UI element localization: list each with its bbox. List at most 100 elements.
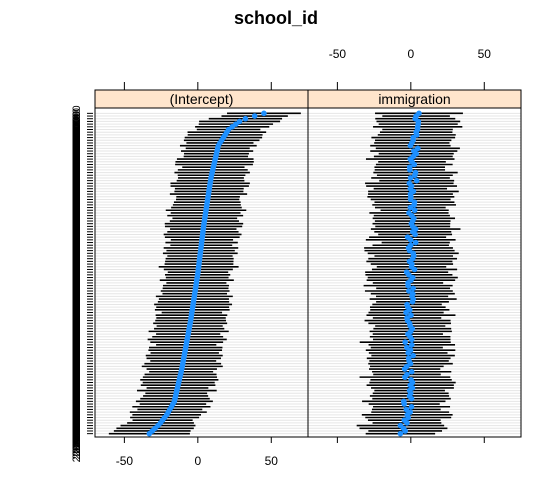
row-label: 200000 — [71, 154, 83, 191]
row-label: 200000 — [71, 412, 83, 449]
row-label: 200000 — [71, 105, 83, 142]
row-label: 200000 — [71, 237, 83, 274]
row-label: 200000 — [71, 323, 83, 360]
row-label: 200000 — [71, 119, 83, 156]
row-label: 200000 — [71, 159, 83, 196]
row-labels: 2000002000002000002000002000002000002000… — [71, 105, 93, 462]
panel-strip-label: (Intercept) — [170, 91, 234, 107]
row-label: 200000 — [71, 167, 83, 204]
estimate-point — [410, 352, 416, 359]
row-label: 200000 — [71, 194, 83, 231]
row-label: 200000 — [71, 113, 83, 150]
estimate-point — [402, 374, 408, 380]
row-label: 200000 — [71, 165, 83, 202]
row-label: 200000 — [71, 156, 83, 193]
row-label: 200000 — [71, 423, 83, 460]
row-label: 200000 — [71, 216, 83, 253]
estimate-point — [402, 339, 409, 345]
row-label: 200000 — [71, 356, 83, 393]
row-label: 200000 — [71, 140, 83, 177]
row-label: 200000 — [71, 170, 83, 207]
estimate-point — [408, 312, 414, 319]
row-label: 200000 — [71, 135, 83, 172]
row-label: 200000 — [71, 270, 83, 307]
row-label: 200000 — [71, 396, 83, 433]
estimate-point — [397, 430, 404, 437]
estimate-point — [406, 288, 412, 294]
row-label: 200000 — [71, 340, 83, 377]
row-label: 200000 — [71, 213, 83, 250]
row-label: 200000 — [71, 299, 83, 336]
row-label: 200000 — [71, 259, 83, 296]
row-label: 200000 — [71, 350, 83, 387]
row-label: 200000 — [71, 404, 83, 441]
row-label: 200000 — [71, 189, 83, 226]
row-label: 200000 — [71, 251, 83, 288]
row-label: 200000 — [71, 226, 83, 263]
row-label: 200000 — [71, 261, 83, 298]
row-label: 200000 — [71, 146, 83, 183]
row-label: 200000 — [71, 353, 83, 390]
estimate-points — [146, 110, 422, 437]
row-label: 200000 — [71, 208, 83, 245]
row-label: 200000 — [71, 232, 83, 269]
estimate-point — [404, 420, 410, 426]
row-label: 200000 — [71, 210, 83, 247]
row-label: 200000 — [71, 358, 83, 395]
row-label: 200000 — [71, 369, 83, 406]
row-label: 200000 — [71, 383, 83, 420]
row-label: 200000 — [71, 275, 83, 312]
estimate-point — [409, 298, 416, 305]
estimate-point — [405, 282, 411, 289]
estimate-point — [409, 342, 415, 348]
estimate-point — [415, 145, 421, 152]
axes: -50 0 50 -50 0 50 — [116, 47, 492, 468]
estimate-point — [403, 309, 409, 316]
estimate-point — [411, 207, 418, 214]
estimate-point — [407, 142, 414, 149]
row-label: 200000 — [71, 305, 83, 342]
row-label: 200000 — [71, 321, 83, 358]
estimate-point — [401, 401, 408, 407]
row-label: 200000 — [71, 375, 83, 412]
row-label: 200000 — [71, 197, 83, 234]
row-label: 200000 — [71, 318, 83, 355]
row-label: 200000 — [71, 294, 83, 331]
row-label: 200000 — [71, 256, 83, 293]
estimate-point — [410, 285, 416, 292]
row-label: 200000 — [71, 124, 83, 161]
estimate-point — [401, 366, 408, 372]
row-label: 200000 — [71, 385, 83, 422]
row-label: 200000 — [71, 264, 83, 301]
row-label: 200000 — [71, 388, 83, 425]
row-label: 200000 — [71, 334, 83, 371]
row-label: 200000 — [71, 186, 83, 223]
panel-strip — [307, 89, 522, 109]
estimate-point — [412, 172, 418, 179]
row-label: 200000 — [71, 348, 83, 385]
row-label: 200000 — [71, 132, 83, 169]
x-axis-tick-label: 0 — [194, 454, 201, 468]
row-label: 200000 — [71, 178, 83, 215]
row-label: 200000 — [71, 326, 83, 363]
estimate-point — [261, 110, 267, 117]
row-label: 200000 — [71, 253, 83, 290]
row-label: 200000 — [71, 286, 83, 323]
row-label: 200000 — [71, 205, 83, 242]
estimate-point — [411, 266, 418, 273]
row-label: 200000 — [71, 342, 83, 379]
row-label: 200000 — [71, 393, 83, 430]
estimate-point — [408, 368, 415, 375]
row-label: 200000 — [71, 191, 83, 228]
row-label: 200000 — [71, 291, 83, 328]
row-label: 200000 — [71, 138, 83, 175]
estimate-point — [412, 239, 419, 246]
estimate-point — [242, 115, 249, 122]
row-label: 200000 — [71, 245, 83, 282]
x-axis-tick-label: 50 — [478, 47, 492, 61]
estimate-point — [408, 336, 415, 343]
row-label: 200000 — [71, 229, 83, 266]
row-label: 200000 — [71, 401, 83, 438]
